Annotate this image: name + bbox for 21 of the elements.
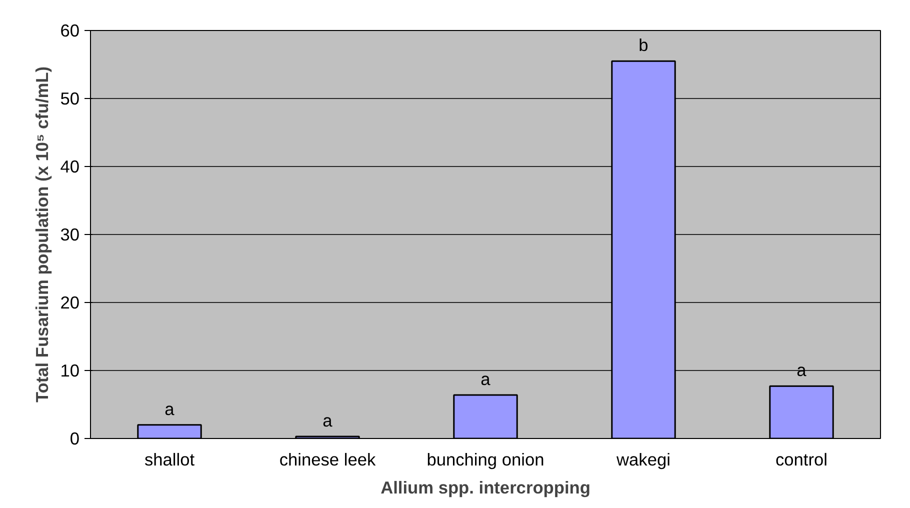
y-tick-label: 20 <box>60 292 80 312</box>
y-tick-label: 50 <box>60 88 80 108</box>
annotation: b <box>638 35 648 56</box>
y-tick-label: 40 <box>60 156 80 176</box>
annotation: a <box>164 398 175 419</box>
x-tick-label: shallot <box>144 450 195 470</box>
bar <box>453 394 518 438</box>
x-axis-title: Allium spp. intercropping <box>380 478 590 498</box>
x-tick-label: wakegi <box>616 450 670 470</box>
x-tick-label: control <box>775 450 828 470</box>
y-tick-label: 30 <box>60 224 80 244</box>
annotation: a <box>322 410 333 430</box>
x-tick-label: chinese leek <box>279 450 376 470</box>
bar <box>137 424 202 438</box>
bar <box>769 385 834 438</box>
y-tick-label: 10 <box>60 360 80 380</box>
y-axis-title: Total Fusarium population (x 10⁵ cfu/mL) <box>32 66 52 403</box>
y-tick-label: 0 <box>70 428 80 448</box>
x-tick-label: bunching onion <box>426 450 544 470</box>
y-tick-label: 60 <box>60 20 80 40</box>
annotation: a <box>480 368 491 389</box>
